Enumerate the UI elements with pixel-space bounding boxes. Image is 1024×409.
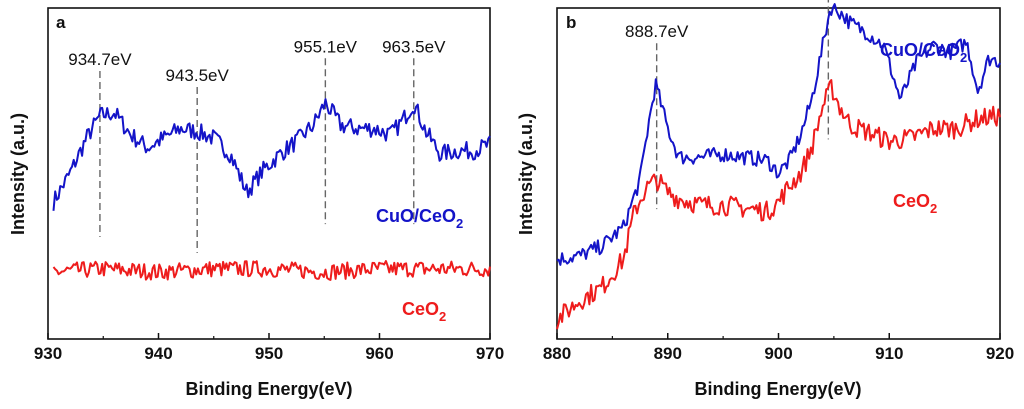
panel-b-x-tick-label: 920 <box>986 344 1014 363</box>
panel-b-x-axis-label: Binding Energy(eV) <box>694 379 861 399</box>
panel-a-x-tick-label: 950 <box>255 344 283 363</box>
panel-a-label: a <box>56 13 66 32</box>
panel-a-legend-cuo: CuO/CeO2 <box>376 206 463 231</box>
panel-a-x-tick-label: 960 <box>365 344 393 363</box>
panel-b-x-tick-label: 910 <box>875 344 903 363</box>
panel-b-peak-label: 888.7eV <box>625 22 689 41</box>
panel-b-series-ceo2 <box>556 79 1001 330</box>
panel-b-legend-ceo: CeO2 <box>893 191 937 216</box>
panel-b-x-tick-label: 880 <box>543 344 571 363</box>
panel-a-y-axis-label: Intensity (a.u.) <box>8 113 28 235</box>
panel-a-x-tick-label: 930 <box>34 344 62 363</box>
panel-a-peak-label: 963.5eV <box>382 37 446 56</box>
panel-a-peak-label: 955.1eV <box>294 37 358 56</box>
panel-b-ce3d: b Intensity (a.u.) Binding Energy(eV) 88… <box>516 0 1014 399</box>
panel-a-legend-ceo: CeO2 <box>402 299 446 324</box>
panel-b-y-axis-label: Intensity (a.u.) <box>516 113 536 235</box>
panel-a-x-axis-label: Binding Energy(eV) <box>185 379 352 399</box>
panel-b-legend-cuo: CuO/CeO2 <box>880 40 967 65</box>
panel-a-cu2p: a Intensity (a.u.) Binding Energy(eV) 93… <box>8 7 504 399</box>
panel-a-peak-label: 934.7eV <box>68 50 132 69</box>
panel-a-x-tick-label: 970 <box>476 344 504 363</box>
panel-b-series-cuo-ceo2 <box>556 3 1001 266</box>
panel-b-label: b <box>566 13 576 32</box>
panel-a-x-tick-label: 940 <box>144 344 172 363</box>
panel-a-series-ceo2 <box>52 260 491 281</box>
panel-a-series-cuo-ceo2 <box>52 98 491 211</box>
panel-a-peak-label: 943.5eV <box>166 66 230 85</box>
panel-b-x-tick-label: 890 <box>654 344 682 363</box>
panel-b-x-tick-label: 900 <box>764 344 792 363</box>
